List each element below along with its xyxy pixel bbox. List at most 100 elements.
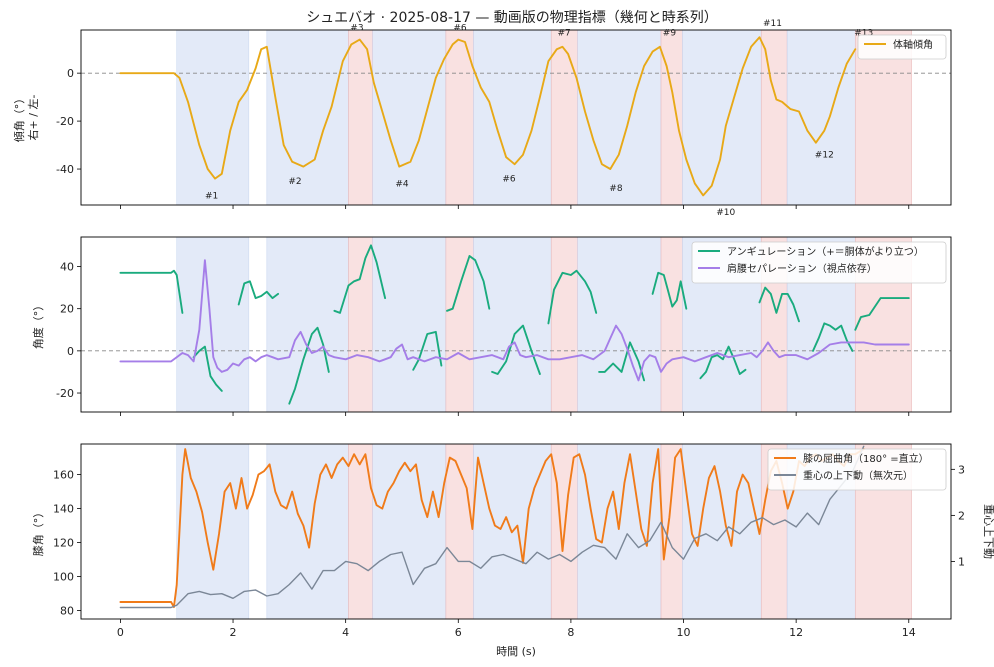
peak-annotation: #8 <box>609 184 623 194</box>
peak-annotation: #11 <box>763 19 782 29</box>
phase-band-10 <box>682 444 762 619</box>
panel-middle: -20 0 20 40 角度（°） アンギュレーション（+＝胴体がより立つ） 肩腰セパレーシ… <box>31 236 952 416</box>
y-tick-label: -40 <box>56 163 74 176</box>
legend-entry: アンギュレーション（+＝胴体がより立つ） <box>727 245 924 258</box>
peak-annotation: #1 <box>205 191 218 201</box>
legend: 体軸傾角 <box>857 34 947 60</box>
y-axis-label: 膝角（°） <box>32 507 45 557</box>
series-line-angulation-seg-3 <box>237 280 280 306</box>
series-line-knee <box>119 448 865 609</box>
y-tick-label: -20 <box>56 115 74 128</box>
y2-axis-label: 重心上下動 <box>982 504 994 559</box>
y-axis-label-line: 傾角（°） <box>12 93 26 143</box>
panel-frame <box>80 443 952 620</box>
legend: 膝の屈曲角（180° =直立） 重心の上下動（無次元） <box>767 448 947 491</box>
series-line-angulation-seg-5 <box>333 244 387 314</box>
x-tick-label: 8 <box>567 626 574 639</box>
panel-top: -40 -20 0 傾角（°）右+ / 左- #1 #2 #3 #4 #6 #6 #7 #8 #9 #10… <box>12 19 952 218</box>
phase-band-7 <box>550 237 578 412</box>
panel-frame <box>80 29 952 206</box>
y2-tick-label: 3 <box>958 463 965 476</box>
series-line-angulation-seg-2 <box>192 345 223 392</box>
phase-band-10 <box>682 30 762 205</box>
series-line-angulation-seg-14 <box>812 322 854 352</box>
phase-band-9 <box>660 30 683 205</box>
peak-annotation: #12 <box>815 151 834 161</box>
peak-annotation: #3 <box>350 24 363 34</box>
chart-panels: -40 -20 0 傾角（°）右+ / 左- #1 #2 #3 #4 #6 #6 #7 #8 #9 #10… <box>12 19 994 658</box>
peak-annotation: #6 <box>502 175 516 185</box>
y-tick-label: 0 <box>67 67 74 80</box>
phase-band-7 <box>550 30 578 205</box>
peak-annotation: #2 <box>288 177 301 187</box>
figure-title: シュエバオ · 2025-08-17 — 動画版の物理指標（幾何と時系列） <box>306 10 718 26</box>
series-line-angulation-seg-6 <box>412 330 443 371</box>
series-line-angulation-seg-4 <box>288 326 330 405</box>
series-line-separation <box>119 259 910 382</box>
phase-band-2 <box>266 30 349 205</box>
peak-annotation: #13 <box>854 28 873 38</box>
phase-band-4 <box>372 237 447 412</box>
phase-band-2 <box>266 237 349 412</box>
phase-band-9 <box>660 237 683 412</box>
series-line-lean <box>119 36 857 197</box>
series-line-angulation-seg-7 <box>446 255 491 312</box>
legend-entry: 重心の上下動（無次元） <box>803 469 913 482</box>
phase-band-8 <box>577 444 662 619</box>
legend: アンギュレーション（+＝胴体がより立つ） 肩腰セパレーション（視点依存） <box>691 241 947 284</box>
legend-entry: 膝の屈曲角（180° =直立） <box>803 452 929 465</box>
phase-band-1 <box>176 444 250 619</box>
legend-entry: 体軸傾角 <box>893 38 933 51</box>
y-axis-label: 傾角（°）右+ / 左- <box>12 93 40 143</box>
panel-plot-area <box>81 30 951 205</box>
y-axis-label: 角度（°） <box>31 300 45 350</box>
series-line-angulation-seg-11 <box>651 271 688 310</box>
series-line-angulation-seg-12 <box>699 345 747 380</box>
y-tick-label: 100 <box>53 571 74 584</box>
peak-annotation: #9 <box>663 28 677 38</box>
phase-band-1 <box>176 30 250 205</box>
series-line-angulation-seg-8 <box>491 324 541 375</box>
panel-frame <box>80 236 952 413</box>
legend-box <box>767 448 947 491</box>
phase-band-9 <box>660 444 683 619</box>
y-tick-label: 160 <box>53 469 74 482</box>
y2-tick-label: 2 <box>958 509 965 522</box>
legend-entry: 肩腰セパレーション（視点依存） <box>727 262 877 275</box>
y-tick-label: 40 <box>60 261 74 274</box>
phase-band-2 <box>266 444 349 619</box>
x-tick-label: 12 <box>789 626 803 639</box>
legend-box <box>857 34 947 60</box>
y-tick-label: 140 <box>53 503 74 516</box>
phase-band-3 <box>348 444 373 619</box>
phase-band-11 <box>760 30 788 205</box>
y-tick-label: 20 <box>60 303 74 316</box>
x-tick-label: 6 <box>455 626 462 639</box>
y-axis-label-line: 膝角（°） <box>32 507 45 557</box>
phase-band-3 <box>348 237 373 412</box>
series-line-angulation-seg-10 <box>598 341 646 382</box>
x-axis-label: 時間 (s) <box>496 645 536 658</box>
y-tick-label: -20 <box>56 387 74 400</box>
x-tick-label: 0 <box>117 626 124 639</box>
series-line-angulation-seg-1 <box>119 269 184 314</box>
phase-band-5 <box>445 237 474 412</box>
phase-band-8 <box>577 30 662 205</box>
peak-annotation: #10 <box>716 208 735 218</box>
x-tick-label: 14 <box>902 626 916 639</box>
y-tick-label: 80 <box>60 605 74 618</box>
y2-tick-label: 1 <box>958 555 965 568</box>
phase-band-4 <box>372 444 447 619</box>
y-tick-label: 120 <box>53 537 74 550</box>
x-tick-label: 10 <box>677 626 691 639</box>
x-tick-label: 2 <box>230 626 237 639</box>
panel-plot-area <box>119 444 912 619</box>
peak-annotation: #7 <box>558 28 571 38</box>
y-axis-label-line: 右+ / 左- <box>26 95 40 141</box>
series-line-angulation-seg-15 <box>854 297 910 331</box>
phase-band-12 <box>786 30 856 205</box>
phase-band-8 <box>577 237 662 412</box>
y-axis-label-line: 角度（°） <box>31 300 45 350</box>
